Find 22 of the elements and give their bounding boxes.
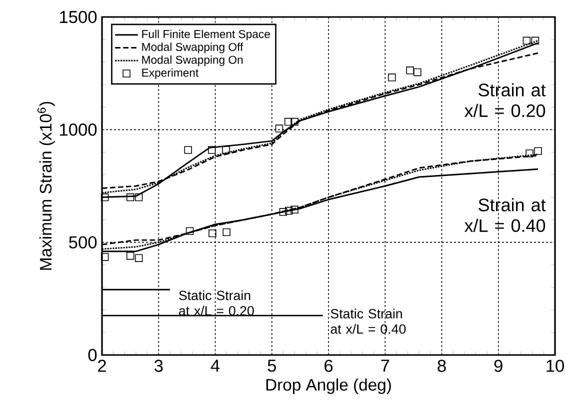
x-tick-label: 10 <box>546 360 564 372</box>
annotation: Static Strain at x/L = 0.40 <box>330 308 406 334</box>
x-tick-label: 2 <box>98 360 106 372</box>
x-tick-label: 9 <box>494 360 502 372</box>
x-axis-title: Drop Angle (deg) <box>266 378 391 394</box>
y-axis-title: Maximum Strain (x10$^{6}$) <box>37 102 55 270</box>
legend-label: Full Finite Element Space <box>142 30 270 40</box>
x-tick-label: 4 <box>210 360 220 372</box>
y-tick-label: 500 <box>69 236 97 248</box>
y-tick-label: 1500 <box>60 10 97 24</box>
x-tick-label: 7 <box>381 360 390 372</box>
annotation: Strain at x/L = 0.20 <box>464 83 546 118</box>
legend-label: Modal Swapping On <box>142 56 243 66</box>
x-tick-label: 5 <box>268 360 276 372</box>
y-tick-label: 1000 <box>60 124 97 136</box>
legend-label: Experiment <box>142 68 199 79</box>
x-tick-label: 6 <box>324 360 333 372</box>
y-tick-label: 0 <box>88 348 97 362</box>
x-tick-label: 3 <box>154 360 163 372</box>
x-tick-label: 8 <box>438 360 446 372</box>
annotation: Strain at x/L = 0.40 <box>464 198 546 232</box>
legend-label: Modal Swapping Off <box>142 42 244 54</box>
